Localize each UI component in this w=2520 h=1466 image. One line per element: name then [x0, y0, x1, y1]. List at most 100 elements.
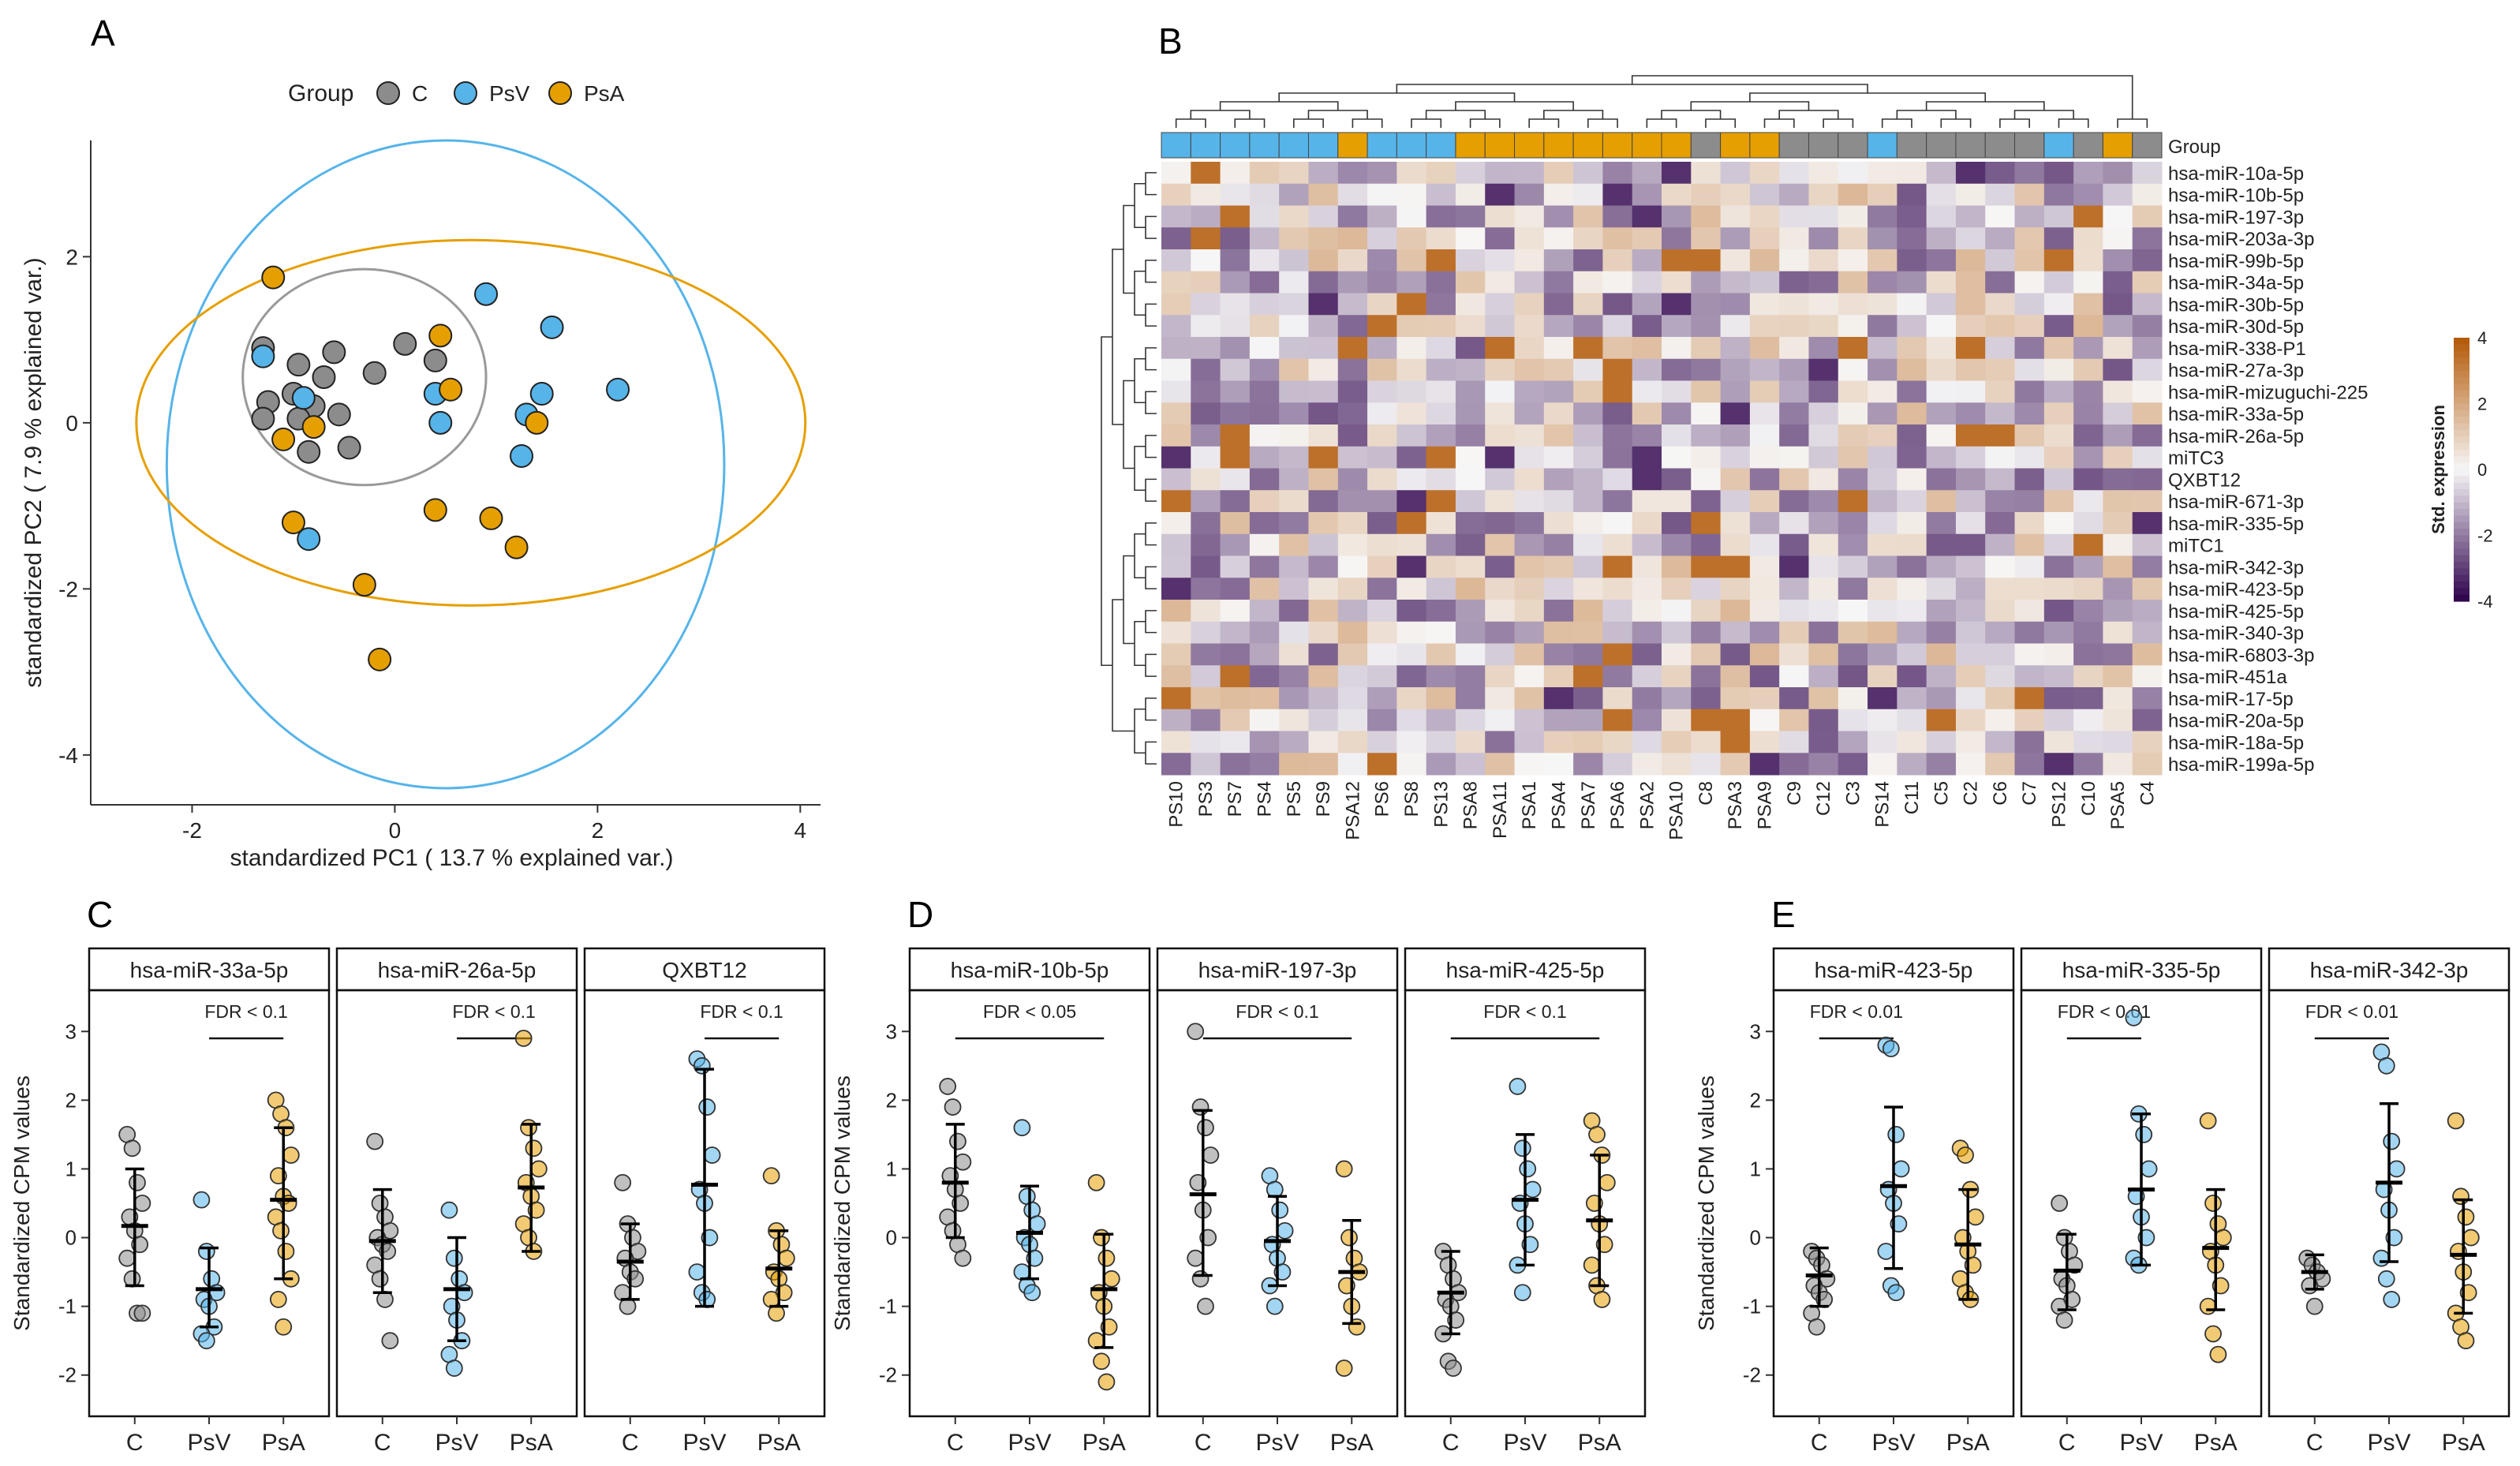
heatmap-cell: [1367, 446, 1397, 469]
heatmap-cell: [1632, 621, 1662, 644]
heatmap-cell: [1161, 578, 1191, 600]
facet-title: hsa-miR-425-5p: [1446, 958, 1605, 982]
heatmap-cell: [2043, 271, 2074, 294]
group-annotation-label: Group: [2168, 137, 2221, 158]
heatmap-cell: [1426, 621, 1456, 644]
heatmap-cell: [1808, 753, 1839, 776]
heatmap-cell: [1514, 380, 1545, 403]
heatmap-cell: [2073, 227, 2103, 250]
heatmap-cell: [1868, 293, 1897, 316]
dendro-link: [1425, 110, 1486, 119]
heatmap-cell: [1662, 709, 1692, 731]
heatmap-cell: [1514, 293, 1545, 316]
heatmap-cell: [1426, 468, 1456, 491]
heatmap-cell: [1955, 490, 1986, 513]
heatmap-cell: [1249, 687, 1280, 710]
heatmap-cell: [1367, 533, 1397, 556]
heatmap-cell: [1161, 643, 1191, 666]
heatmap-cell: [2103, 468, 2133, 491]
heatmap-cell: [1514, 402, 1545, 425]
heatmap-cell: [1720, 249, 1751, 272]
heatmap-cell: [1455, 424, 1486, 447]
column-label: PSA10: [1666, 781, 1688, 840]
y-tick-label: 1: [886, 1157, 897, 1180]
heatmap-cell: [1426, 490, 1456, 513]
heatmap-cell: [1396, 446, 1427, 469]
heatmap-cell: [2103, 162, 2133, 185]
heatmap-cell: [1543, 468, 1574, 491]
y-tick-label: 0: [886, 1226, 897, 1250]
heatmap-cell: [1161, 358, 1191, 381]
heatmap-cell: [2073, 512, 2103, 535]
heatmap-cell: [1868, 249, 1897, 272]
heatmap-cell: [1396, 249, 1427, 272]
heatmap-cell: [1161, 337, 1191, 360]
data-point-psa: [2204, 1325, 2222, 1343]
heatmap-cell: [1808, 709, 1839, 731]
heatmap-cell: [1455, 709, 1486, 731]
heatmap-cell: [1632, 600, 1662, 623]
heatmap-cell: [1602, 183, 1633, 206]
heatmap-cell: [2073, 555, 2103, 578]
heatmap-cell: [1749, 533, 1780, 556]
legend-gradient-step: [2454, 436, 2470, 444]
data-point-psv: [693, 1056, 711, 1075]
heatmap-cell: [2132, 293, 2163, 316]
heatmap-cell: [1367, 709, 1397, 731]
column-label: PS14: [1872, 781, 1894, 828]
heatmap-cell: [1485, 227, 1516, 250]
group-cell: [1778, 132, 1809, 159]
heatmap-cell: [1985, 293, 2016, 316]
heatmap-cell: [1514, 665, 1545, 688]
heatmap-cell: [1720, 380, 1751, 403]
heatmap-cell: [2103, 205, 2133, 228]
heatmap-cell: [2073, 665, 2103, 688]
heatmap-cell: [1779, 490, 1809, 513]
heatmap-cell: [1337, 512, 1368, 535]
heatmap-cell: [1485, 315, 1516, 338]
heatmap-cell: [1602, 271, 1633, 294]
column-label: PS7: [1224, 781, 1246, 817]
heatmap-cell: [2132, 446, 2163, 469]
data-point-psa: [514, 1030, 533, 1047]
heatmap-cell: [1662, 512, 1692, 535]
y-tick-label: 0: [1750, 1226, 1761, 1250]
heatmap-cell: [1573, 183, 1603, 206]
heatmap-cell: [1955, 731, 1986, 754]
heatmap-cell: [1868, 512, 1897, 535]
heatmap-cell: [1662, 533, 1692, 556]
heatmap-cell: [1720, 533, 1751, 556]
heatmap-cell: [1543, 380, 1574, 403]
row-label: hsa-miR-425-5p: [2168, 601, 2304, 623]
heatmap-cell: [1779, 512, 1809, 535]
heatmap-cell: [1249, 621, 1280, 644]
heatmap-cell: [1985, 600, 2016, 623]
heatmap-cell: [1191, 731, 1221, 754]
heatmap-cell: [1691, 402, 1722, 425]
heatmap-cell: [2014, 249, 2045, 272]
x-tick-label: PsA: [1578, 1430, 1621, 1456]
heatmap-cell: [1662, 227, 1692, 250]
heatmap-cell: [1632, 468, 1662, 491]
heatmap-cell: [1662, 555, 1692, 578]
heatmap-cell: [1337, 358, 1368, 381]
heatmap-cell: [1426, 533, 1456, 556]
heatmap-cell: [1485, 533, 1516, 556]
row-label: hsa-miR-342-3p: [2168, 557, 2304, 578]
heatmap-cell: [1220, 753, 1251, 776]
data-point-c: [371, 1270, 389, 1288]
heatmap-cell: [1426, 687, 1456, 710]
heatmap-cell: [1926, 205, 1957, 228]
heatmap-cell: [1602, 600, 1633, 623]
heatmap-cell: [2103, 578, 2133, 600]
data-point-psv: [2372, 1249, 2391, 1267]
heatmap-cell: [1308, 555, 1339, 578]
heatmap-cell: [2014, 337, 2045, 360]
x-axis-label: standardized PC1 ( 13.7 % explained var.…: [230, 845, 674, 871]
heatmap-cell: [1838, 380, 1868, 403]
data-point-psv: [193, 1191, 211, 1209]
heatmap-cell: [1749, 621, 1780, 644]
heatmap-cell: [1485, 183, 1516, 206]
heatmap-cell: [1926, 358, 1957, 381]
heatmap-cell: [1926, 600, 1957, 623]
